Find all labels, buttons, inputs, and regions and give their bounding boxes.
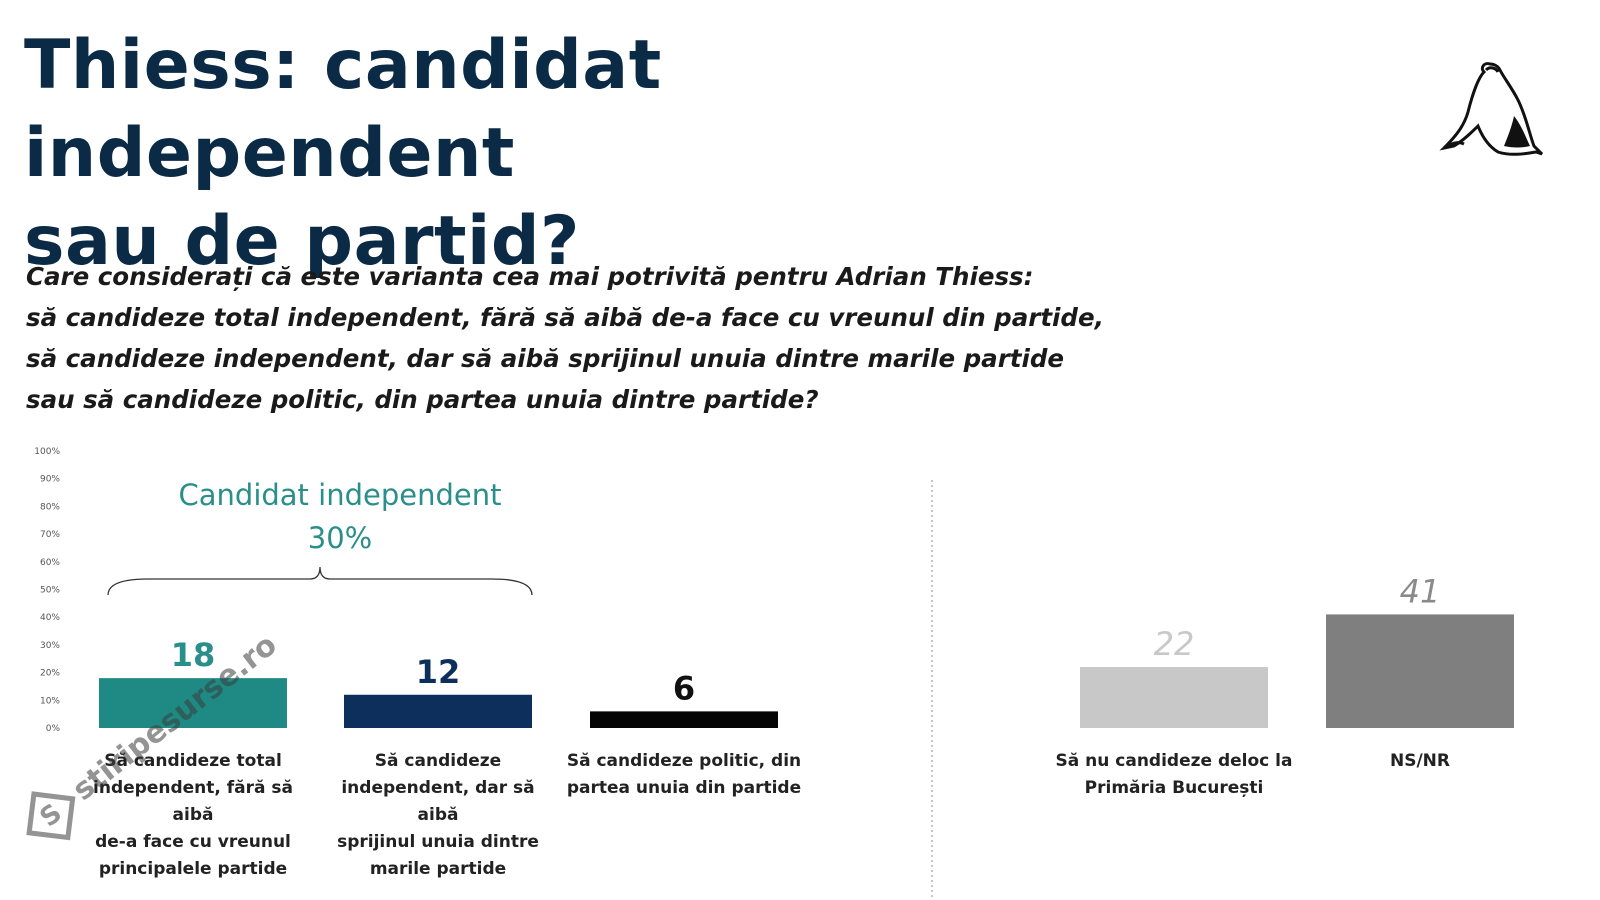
watermark-badge: S [26, 791, 76, 841]
bar-value-label: 6 [673, 669, 695, 707]
bar-value-label: 18 [171, 636, 216, 674]
y-tick-label: 40% [40, 613, 60, 623]
y-tick-label: 80% [40, 502, 60, 512]
chart-title-line-2: sau de partid? [24, 202, 580, 281]
category-label: Să nu candideze deloc la Primăria Bucureș… [1054, 748, 1294, 802]
bar-value-label: 41 [1400, 572, 1441, 610]
bracket-brace [107, 566, 533, 596]
category-label: Să candideze independent, dar să aibă spri… [318, 748, 558, 883]
question-line-3: să candideze independent, dar să aibă sp… [26, 344, 1065, 373]
question-line-1: Care considerați că este varianta cea ma… [26, 262, 1034, 291]
y-tick-label: 50% [40, 586, 60, 596]
bar-value-label: 22 [1154, 625, 1195, 663]
y-tick-label: 20% [40, 669, 60, 679]
category-label-line: NS/NR [1390, 751, 1450, 771]
y-tick-label: 100% [34, 447, 60, 457]
category-label: Să candideze politic, din partea unuia di… [564, 748, 804, 802]
category-label-line: Să candideze politic, din [566, 751, 802, 771]
question-line-2: să candideze total independent, fără să … [26, 303, 1104, 332]
y-tick-label: 0% [46, 724, 61, 734]
category-label-line: partea unuia din partide [566, 778, 802, 798]
y-tick-label: 60% [40, 558, 60, 568]
category-label: Să candideze total independent, fără să a… [73, 748, 313, 883]
y-axis: 100% 90% 80% 70% 60% 50% 40% 30% 20% 10% 0% [34, 447, 60, 734]
category-label-line: sprijinul unuia dintre [337, 832, 539, 852]
y-tick-label: 30% [40, 641, 60, 651]
bracket-label: Candidat independent [179, 478, 502, 512]
bracket-percent: 30% [308, 521, 372, 555]
y-tick-label: 90% [40, 475, 60, 485]
bar [590, 711, 778, 728]
y-tick-label: 70% [40, 530, 60, 540]
category-label-line: principalele partide [98, 859, 288, 879]
survey-question: Care considerați că este varianta cea ma… [26, 256, 1176, 420]
category-label-line: marile partide [369, 859, 507, 879]
bar [1326, 614, 1514, 728]
category-label-line: Să nu candideze deloc la [1055, 751, 1293, 771]
category-label-line: Să candideze total [104, 751, 282, 771]
category-label-line: Să candideze [374, 751, 502, 771]
bar [99, 678, 287, 728]
bar [1080, 667, 1268, 728]
independent-bracket: Candidat independent 30% [107, 478, 533, 596]
category-label-line: independent, fără să aibă [93, 778, 293, 825]
question-line-4: sau să candideze politic, din partea unu… [26, 385, 819, 414]
category-label: NS/NR [1300, 748, 1540, 775]
category-label-line: de-a face cu vreunul [95, 832, 291, 852]
bar [344, 694, 532, 728]
category-label-line: independent, dar să aibă [341, 778, 535, 825]
category-label-line: Primăria București [1084, 778, 1264, 798]
bar-chart: 100% 90% 80% 70% 60% 50% 40% 30% 20% 10% 0% Candid… [34, 447, 1514, 900]
value-labels: 18 12 6 22 41 [171, 572, 1441, 707]
penguin-logo-icon [1439, 62, 1544, 156]
bar-value-label: 12 [416, 653, 461, 691]
bars [99, 614, 1514, 728]
chart-title-line-1: Thiess: candidat independent [24, 26, 662, 193]
chart-title: Thiess: candidat independent sau de part… [24, 22, 1174, 286]
y-tick-label: 10% [40, 696, 60, 706]
